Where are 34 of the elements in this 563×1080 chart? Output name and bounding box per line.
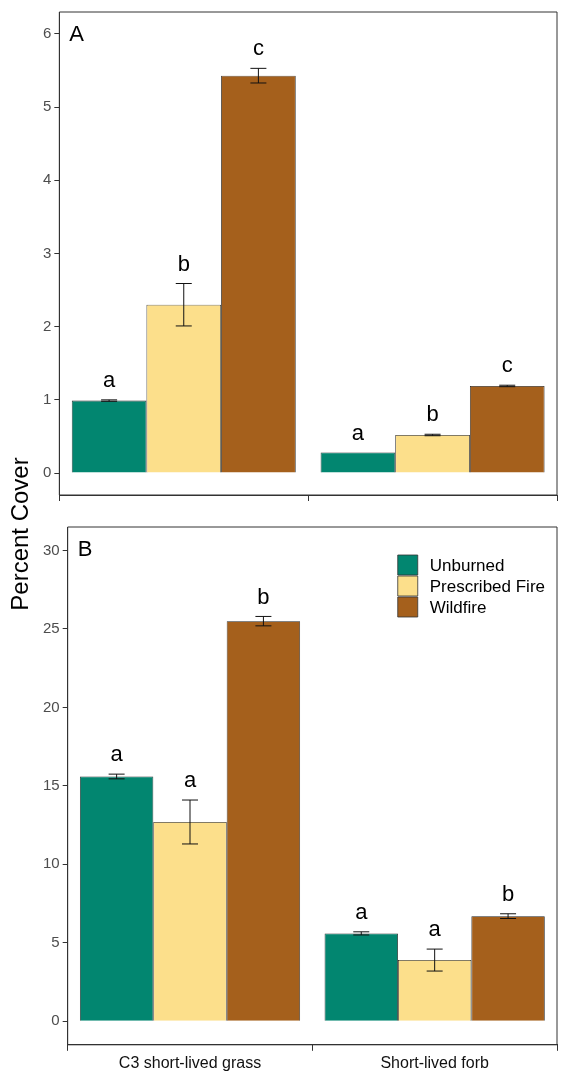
data-label: b [177,250,190,276]
y-tick-label: 2 [43,316,52,334]
y-tick-label: 1 [43,390,52,407]
legend-label: Prescribed Fire [429,576,546,596]
y-tick-label: 6 [43,24,52,42]
y-tick-label: 10 [43,854,60,872]
x-tick-label: C3 short-lived grass [118,1053,262,1071]
y-tick-label: 4 [43,170,52,188]
data-label: a [102,366,116,392]
legend-label: Wildfire [429,597,487,617]
y-tick-label: 20 [43,697,60,715]
data-label: a [183,767,197,793]
y-tick-label: 15 [43,776,60,794]
y-tick-label: 3 [43,243,52,261]
annotation: B [77,536,93,562]
data-label: a [110,741,124,767]
y-tick-label: 0 [51,1011,60,1029]
data-label: b [501,880,515,906]
annotation: A [69,21,85,47]
legend-label: Unburned [429,555,505,575]
data-label: a [351,419,365,445]
y-tick-label: 5 [51,932,60,950]
y-tick-label: 30 [43,540,60,558]
data-label: a [428,916,442,942]
data-label: b [426,401,439,427]
data-label: c [501,352,513,378]
y-axis-title: Percent Cover [6,456,34,613]
data-label: c [252,35,264,61]
y-tick-label: 5 [43,97,52,115]
y-tick-label: 25 [43,619,60,637]
x-tick-label: Short-lived forb [380,1053,490,1071]
data-label: b [257,583,270,609]
y-tick-label: 0 [43,463,52,481]
data-label: a [355,898,369,924]
